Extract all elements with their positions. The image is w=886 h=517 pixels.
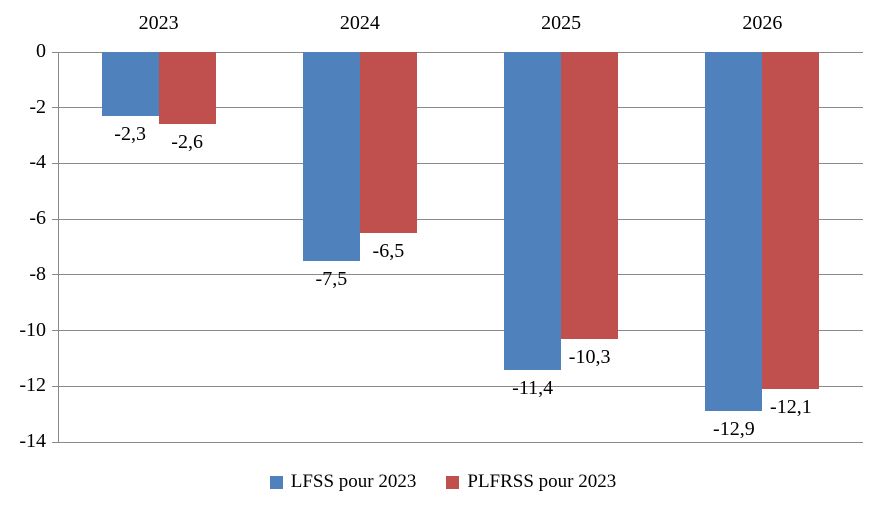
legend-label: LFSS pour 2023: [290, 471, 417, 492]
bar-plfrss-pour-2023: [359, 52, 417, 234]
gridline: [52, 218, 863, 220]
bar-plfrss-pour-2023: [561, 52, 619, 339]
category-label: 2025: [541, 12, 582, 34]
y-axis-tick-label: -10: [19, 318, 46, 341]
bar-lfss-pour-2023: [705, 52, 763, 412]
y-axis-tick-label: -14: [19, 430, 46, 452]
y-axis-tick-label: -8: [29, 262, 46, 285]
value-label: -12,9: [713, 418, 755, 441]
y-axis-tick-label: -4: [29, 151, 46, 174]
category-label: 2026: [742, 12, 783, 34]
legend-swatch-icon: [269, 475, 283, 489]
legend-label: PLFRSS pour 2023: [467, 471, 617, 492]
value-label: -2,3: [114, 123, 146, 146]
value-label: -11,4: [512, 376, 554, 399]
y-axis-tick-label: -6: [29, 207, 46, 230]
bar-plfrss-pour-2023: [158, 52, 216, 125]
category-label: 2024: [339, 12, 380, 34]
gridline: [52, 330, 863, 332]
value-label: -10,3: [568, 345, 611, 368]
legend-item-lfss-pour-2023: LFSS pour 2023: [269, 471, 417, 493]
bar-lfss-pour-2023: [101, 52, 159, 117]
legend: LFSS pour 2023 PLFRSS pour 2023: [0, 471, 886, 493]
y-axis-line: [58, 52, 59, 442]
gridline: [52, 107, 863, 109]
legend-swatch-icon: [446, 475, 460, 489]
gridline: [52, 274, 863, 276]
y-axis-tick-label: 0: [36, 40, 46, 62]
legend-item-plfrss-pour-2023: PLFRSS pour 2023: [446, 471, 616, 493]
bar-plfrss-pour-2023: [762, 52, 820, 390]
value-label: -7,5: [315, 267, 348, 290]
gridline: [52, 385, 863, 387]
value-label: -2,6: [171, 131, 203, 154]
y-axis-tick-label: -2: [29, 95, 46, 118]
bar-lfss-pour-2023: [504, 52, 562, 370]
bar-lfss-pour-2023: [302, 52, 360, 261]
gridline: [52, 51, 863, 53]
gridline: [52, 441, 863, 443]
category-label: 2023: [138, 12, 179, 34]
value-label: -12,1: [770, 396, 812, 419]
gridline: [52, 162, 863, 164]
y-axis-tick-label: -12: [19, 374, 46, 397]
value-label: -6,5: [372, 240, 405, 263]
